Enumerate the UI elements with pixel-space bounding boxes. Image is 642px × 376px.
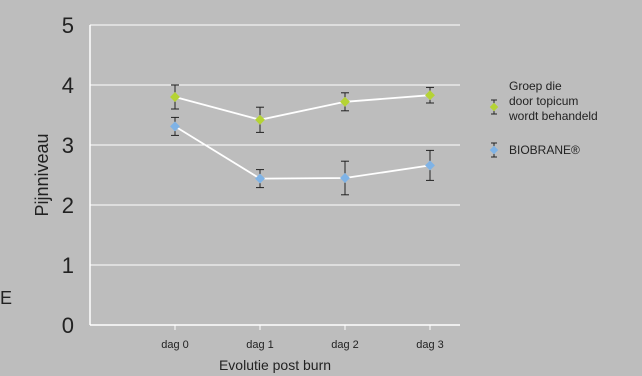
x-tick-label-0: dag 0	[161, 339, 189, 351]
x-tick-labels: dag 0 dag 1 dag 2 dag 3	[161, 325, 444, 351]
legend: Groep die door topicum wordt behandeld BIOB…	[489, 79, 598, 158]
stray-letter: E	[0, 288, 13, 308]
legend-label-0: Groep die door topicum wordt behandeld	[508, 79, 598, 123]
y-tick-label-1: 1	[62, 253, 74, 278]
legend-item-1: BIOBRANE®	[489, 142, 580, 158]
data-point-0-3	[425, 90, 435, 101]
y-tick-label-3: 3	[62, 133, 74, 158]
series-group	[170, 84, 435, 196]
y-tick-labels: 0 1 2 3 4 5	[62, 13, 74, 338]
legend-marker-0	[489, 102, 499, 112]
data-point-1-3	[425, 160, 435, 171]
y-tick-label-0: 0	[62, 313, 74, 338]
gridlines	[90, 24, 460, 266]
x-tick-label-3: dag 3	[416, 339, 444, 351]
legend-marker-1	[489, 145, 499, 155]
y-tick-label-4: 4	[62, 73, 74, 98]
data-point-1-0	[170, 121, 180, 132]
series-line-1	[174, 125, 431, 180]
data-point-0-1	[255, 114, 265, 125]
series-line-0	[174, 94, 431, 121]
data-point-0-2	[340, 96, 350, 107]
x-axis-label: Evolutie post burn	[219, 357, 331, 373]
legend-label-1: BIOBRANE®	[509, 143, 580, 157]
data-point-1-2	[340, 173, 350, 183]
y-tick-label-2: 2	[62, 193, 74, 218]
data-point-1-1	[255, 173, 265, 184]
legend-item-0: Groep die door topicum wordt behandeld	[489, 79, 598, 123]
x-tick-label-1: dag 1	[246, 339, 274, 351]
y-tick-label-5: 5	[62, 13, 74, 38]
y-axis-label: Pijnniveau	[32, 133, 52, 216]
data-point-0-0	[170, 92, 180, 102]
x-tick-label-2: dag 2	[331, 339, 359, 351]
